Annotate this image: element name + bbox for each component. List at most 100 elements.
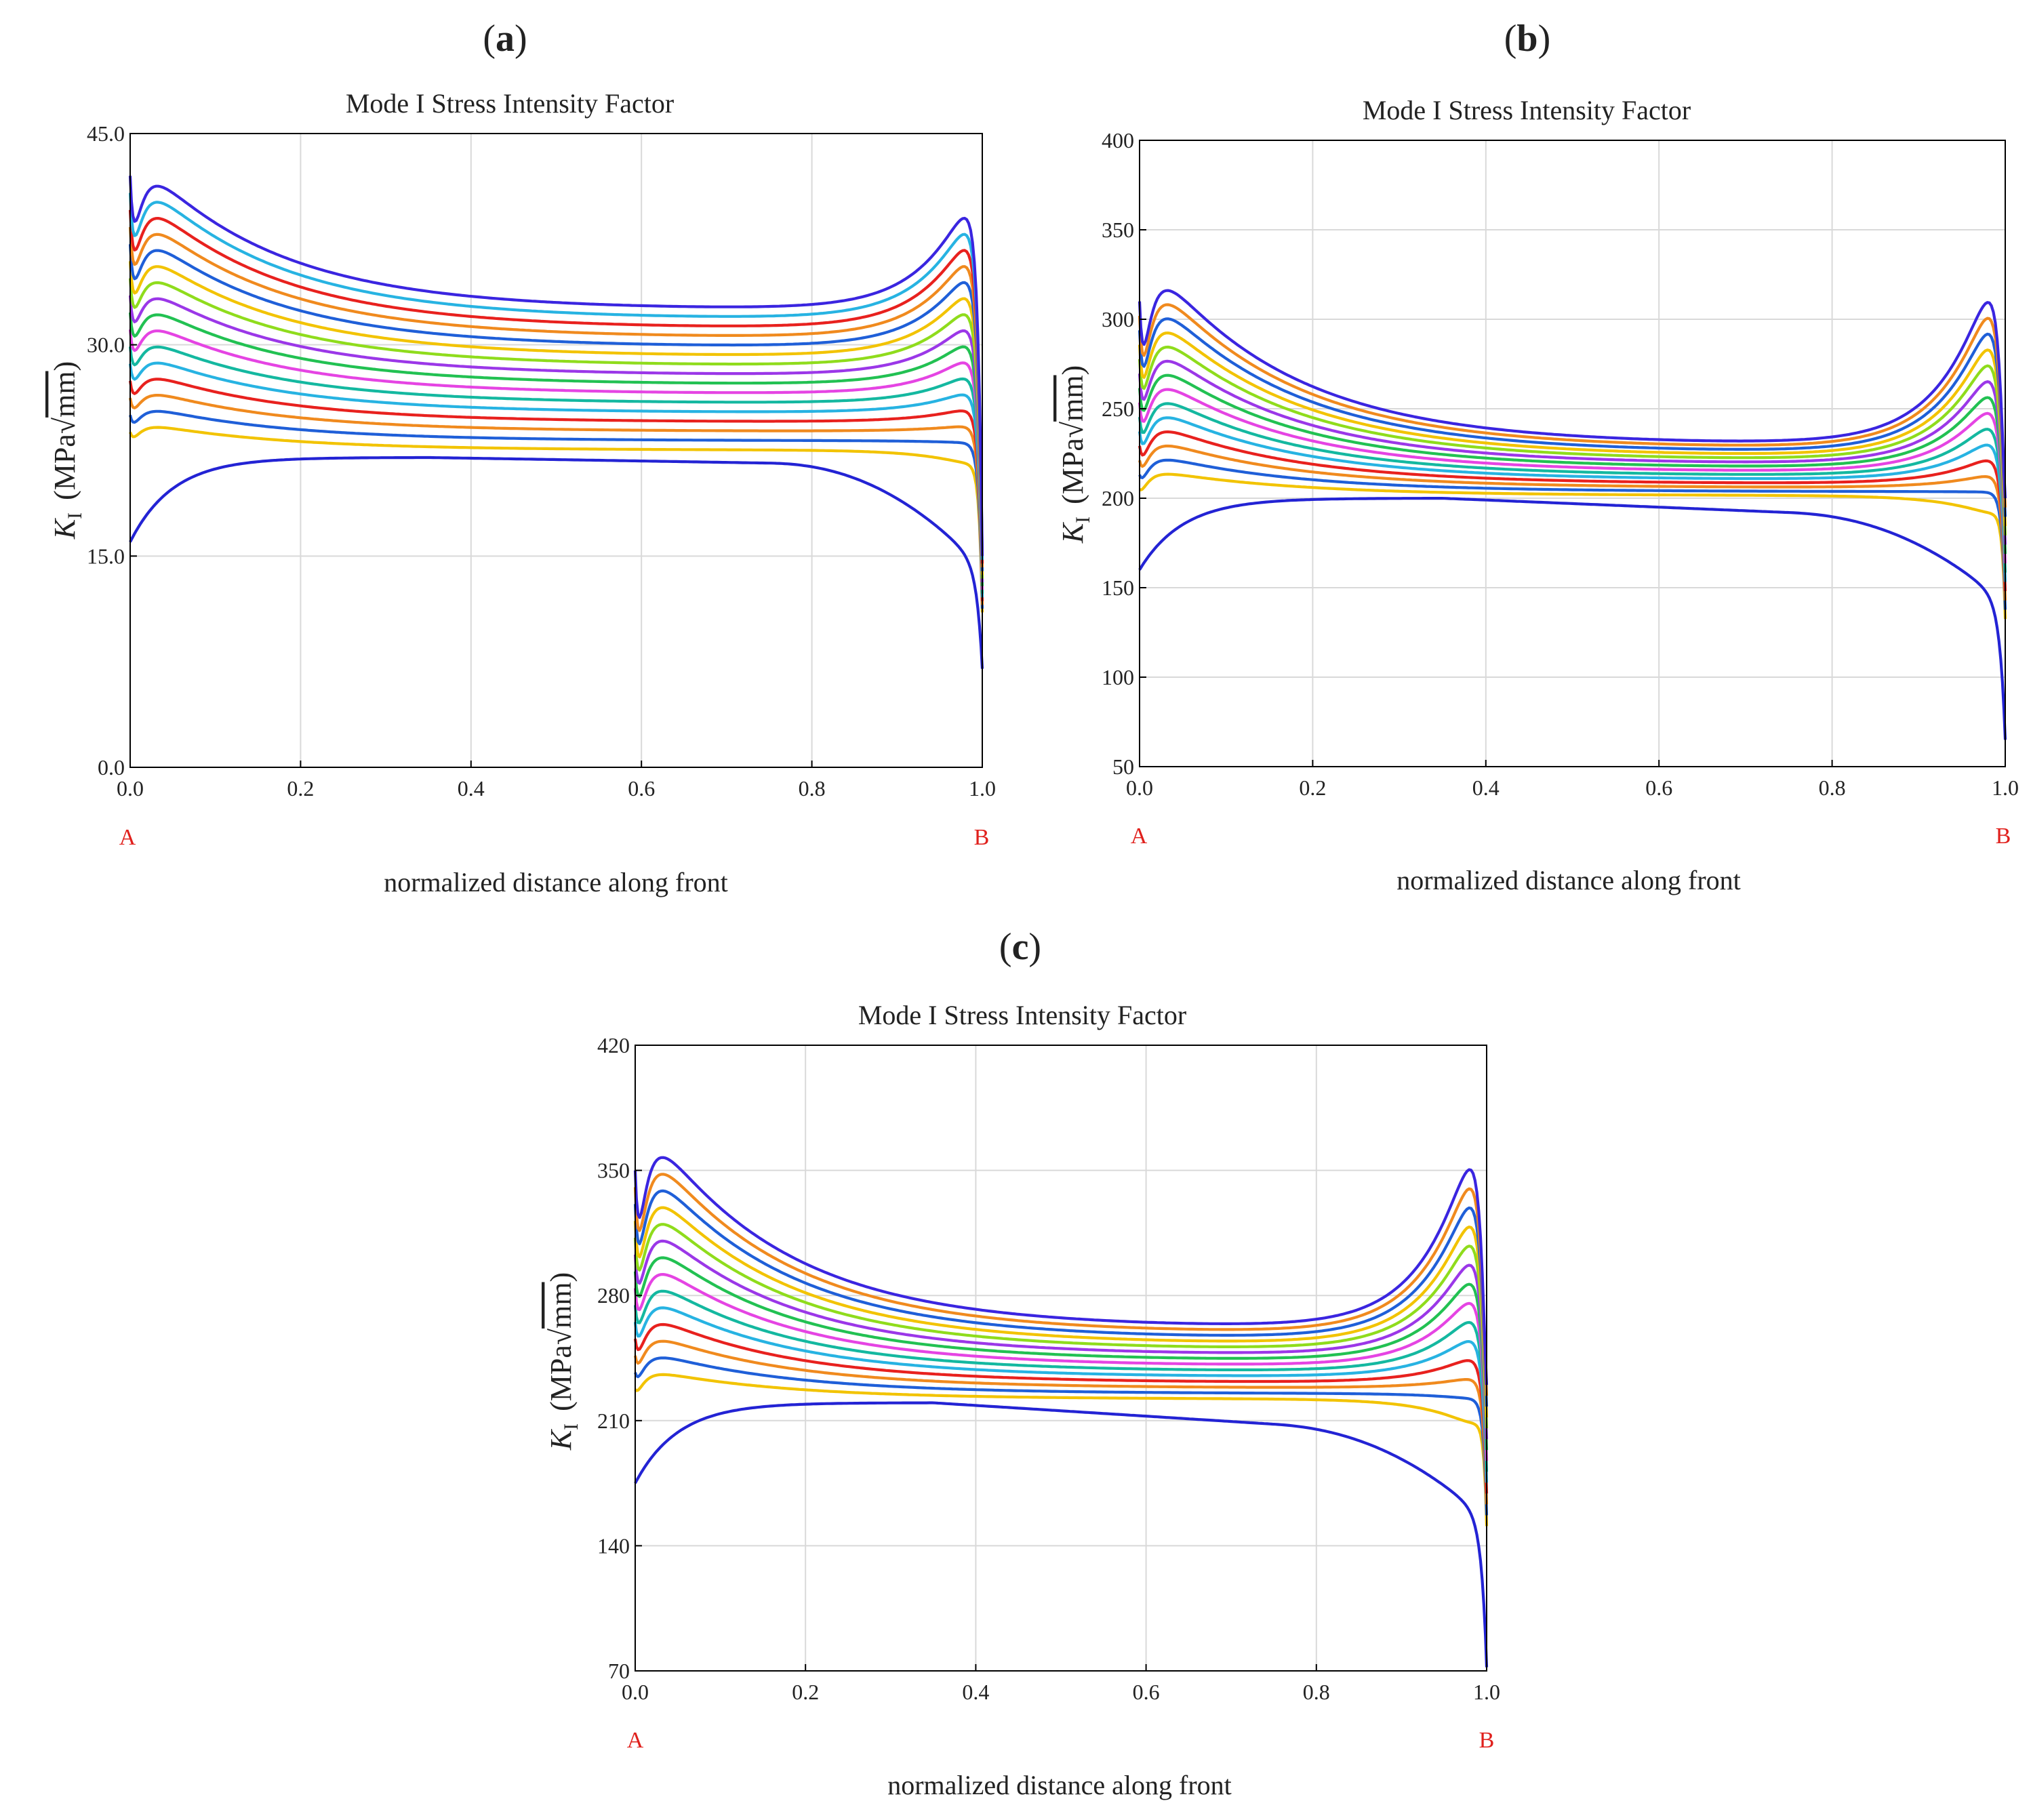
chart-b-xtick-label: 0.8 [1819, 775, 1846, 800]
panel-label-c: (c) [999, 926, 1041, 968]
chart-c-title: Mode I Stress Intensity Factor [858, 1000, 1186, 1030]
chart-a-ylabel-sqrt-sign: √ [48, 417, 81, 434]
chart-b-series-line [1138, 317, 2007, 517]
chart-c-xtick-label: 0.8 [1303, 1680, 1330, 1704]
chart-c-ytick-label: 280 [597, 1283, 630, 1308]
chart-a-series-line [128, 244, 984, 571]
chart-a-series-line [128, 209, 984, 564]
chart-c-series-line [633, 1256, 1489, 1451]
chart-c-curves [633, 1156, 1489, 1667]
chart-a-frame [129, 133, 983, 768]
chart-a-series-line [128, 409, 984, 609]
chart-c-ylabel-sqrt-arg: mm [544, 1282, 578, 1328]
chart-c-xtick-label: 0.6 [1133, 1680, 1160, 1704]
chart-c-ylabel: KI (MPa√mm) [544, 1272, 582, 1451]
chart-b-series-line [1138, 402, 2007, 573]
chart-b-ylabel-units: (MPa [1056, 438, 1089, 504]
chart-a-series-line [128, 394, 984, 605]
chart-c-series-line [634, 1401, 1489, 1667]
chart-b-series-line [1138, 497, 2007, 740]
chart-a-ylabel-symbol: K [48, 517, 81, 540]
panel-label-a: (a) [483, 18, 527, 60]
chart-c-series-line [633, 1206, 1489, 1418]
svg-text:KI(MPa√mm): KI (MPa√mm) [1056, 365, 1094, 544]
chart-c-ytick-label: 210 [597, 1409, 630, 1433]
chart-c-series-line [633, 1339, 1489, 1505]
chart-a-series-line [128, 378, 984, 601]
chart-b-ytick-label: 200 [1102, 486, 1134, 510]
chart-c-ylabel-units-close: ) [544, 1272, 578, 1282]
chart-a-yticks: 0.0 15.0 30.0 45.0 [87, 121, 137, 780]
chart-a-series-line [128, 278, 984, 579]
chart-c-xtick-label: 0.2 [792, 1680, 819, 1704]
chart-a-ylabel: KI (MPa√mm) [48, 361, 86, 540]
chart-c-xlabel: normalized distance along front [887, 1770, 1232, 1800]
chart-c-ytick-label: 350 [597, 1158, 630, 1183]
chart-b-ylabel-subscript: I [1072, 517, 1094, 523]
chart-a-endpoint-b: B [974, 825, 990, 850]
chart-a-series-line [129, 456, 984, 669]
chart-b-series-line [1139, 472, 2007, 620]
chart-b-xtick-label: 0.4 [1472, 775, 1500, 800]
chart-a-ylabel-sqrt-arg: mm [48, 371, 81, 417]
chart-b-series-line [1138, 359, 2007, 545]
chart-c-ytick-label: 70 [608, 1659, 630, 1683]
chart-a-endpoint-a: A [119, 825, 136, 850]
chart-b-xlabel: normalized distance along front [1396, 865, 1741, 895]
chart-b: 50 100 150 200 250 300 350 400 0.0 0.2 0.4 0.6 0.8 1… [1056, 95, 2019, 895]
chart-b-ylabel-symbol: K [1056, 521, 1089, 544]
chart-a-series-line [128, 329, 984, 590]
chart-a-ylabel-subscript: I [64, 512, 86, 519]
chart-c-series-line [633, 1173, 1489, 1396]
chart-c-frame [635, 1045, 1487, 1672]
chart-c-yticks: 70 140 210 280 350 420 [597, 1033, 642, 1683]
chart-a-ytick-label: 45.0 [87, 121, 125, 146]
chart-a-series-line [128, 176, 984, 557]
chart-a-xtick-label: 0.6 [628, 776, 655, 801]
chart-b-ytick-label: 250 [1102, 397, 1134, 421]
chart-b-yticks: 50 100 150 200 250 300 350 400 [1102, 128, 1146, 779]
chart-a-ylabel-units: (MPa [48, 434, 81, 500]
chart-b-ylabel-sqrt-sign: √ [1056, 421, 1089, 438]
chart-b-series-line [1138, 458, 2007, 610]
chart-a-xtick-label: 0.0 [117, 776, 144, 801]
chart-c-endpoint-a: A [627, 1728, 644, 1753]
chart-b-series-line [1138, 331, 2007, 527]
svg-text:KI(MPa√mm): KI (MPa√mm) [48, 361, 86, 540]
chart-a-xtick-label: 0.2 [287, 776, 314, 801]
chart-c-xticks: 0.0 0.2 0.4 0.6 0.8 1.0 [622, 1664, 1500, 1704]
chart-b-endpoint-b: B [1996, 824, 2011, 849]
chart-c-ylabel-subscript: I [560, 1423, 582, 1430]
chart-a-ytick-label: 30.0 [87, 333, 125, 357]
chart-a-series-line [128, 361, 984, 598]
chart-c-series-line [633, 1239, 1489, 1440]
chart-c-endpoint-b: B [1479, 1728, 1495, 1753]
chart-b-xtick-label: 1.0 [1992, 775, 2019, 800]
chart-b-title: Mode I Stress Intensity Factor [1363, 95, 1691, 125]
chart-b-ytick-label: 50 [1112, 754, 1134, 779]
chart-c-series-line [633, 1322, 1489, 1494]
chart-a-series-line [128, 345, 984, 594]
chart-b-ytick-label: 150 [1102, 575, 1134, 600]
chart-a-curves [128, 176, 984, 669]
chart-c-ytick-label: 420 [597, 1033, 630, 1057]
chart-b-series-line [1138, 444, 2007, 601]
chart-a-ylabel-units-close: ) [48, 361, 81, 371]
chart-a-series-line [128, 295, 984, 583]
chart-c-ylabel-units: (MPa [544, 1345, 578, 1411]
chart-c-xtick-label: 0.4 [962, 1680, 989, 1704]
chart-a-series-line [128, 226, 984, 568]
chart-a-series-line [129, 426, 984, 613]
chart-c-series-line [633, 1189, 1489, 1407]
chart-b-xticks: 0.0 0.2 0.4 0.6 0.8 1.0 [1126, 760, 2019, 800]
chart-a-ytick-label: 15.0 [87, 544, 125, 568]
chart-c-series-line [634, 1356, 1489, 1516]
chart-c-series-line [633, 1306, 1489, 1483]
chart-c-grid [635, 1045, 1487, 1671]
chart-b-series-line [1138, 289, 2007, 499]
chart-c-series-line [633, 1273, 1489, 1461]
chart-b-endpoint-a: A [1131, 824, 1148, 849]
chart-c-series-line [633, 1223, 1489, 1429]
chart-a-xticks: 0.0 0.2 0.4 0.6 0.8 1.0 [117, 761, 996, 801]
chart-a: 0.0 15.0 30.0 45.0 0.0 0.2 0.4 0.6 0.8 1.0 Mode … [48, 88, 996, 897]
